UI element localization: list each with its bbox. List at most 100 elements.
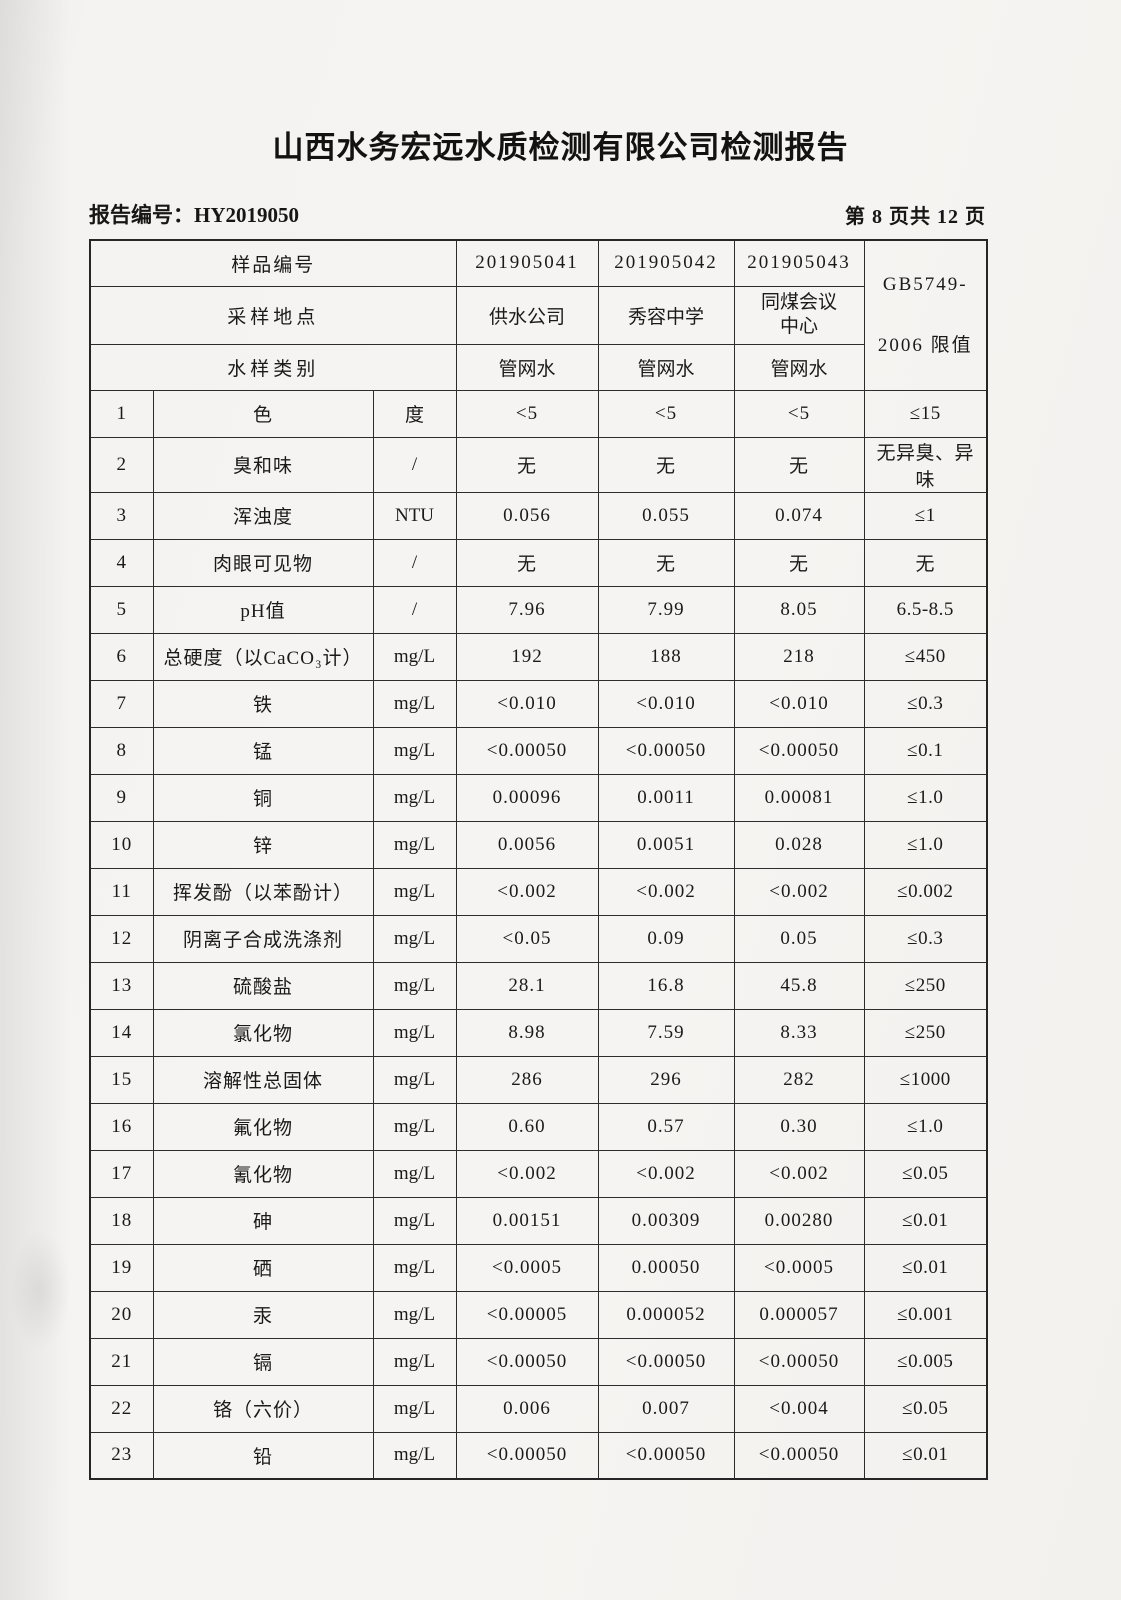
sample1-value: 0.00151 — [455, 1196, 599, 1245]
table-row: 21 镉 mg/L <0.00050 <0.00050 <0.00050 ≤0.… — [89, 1337, 988, 1386]
parameter-name: 阴离子合成洗涤剂 — [152, 914, 374, 963]
sample3-value: 无 — [733, 538, 865, 587]
limit-value: ≤0.002 — [863, 867, 988, 916]
row-index: 1 — [89, 389, 154, 438]
table-row: 6 总硬度（以CaCO₃计） mg/L 192 188 218 ≤450 — [89, 632, 988, 681]
limit-value: ≤0.005 — [863, 1337, 988, 1386]
limit-value: ≤0.01 — [863, 1243, 988, 1292]
parameter-unit: mg/L — [372, 1243, 457, 1292]
row-index: 5 — [89, 585, 154, 634]
parameter-unit: / — [372, 585, 457, 634]
sample1-value: 7.96 — [455, 585, 599, 634]
limit-value: 6.5-8.5 — [863, 585, 988, 634]
parameter-name: 镉 — [152, 1337, 374, 1386]
row-index: 14 — [89, 1008, 154, 1057]
parameter-name: 臭和味 — [152, 436, 374, 493]
parameter-name: 总硬度（以CaCO₃计） — [152, 632, 374, 681]
parameter-unit: mg/L — [372, 1196, 457, 1245]
limit-column-header: GB5749- 2006 限值 — [863, 239, 988, 391]
report-number: 报告编号：HY2019050 — [89, 203, 299, 227]
row-index: 2 — [89, 436, 154, 493]
sample1-value: <0.010 — [455, 679, 599, 728]
parameter-unit: / — [372, 538, 457, 587]
limit-value: ≤1000 — [863, 1055, 988, 1104]
sample2-value: 0.09 — [597, 914, 735, 963]
sample2-value: 7.59 — [597, 1008, 735, 1057]
header-row-location: 采样地点 供水公司 秀容中学 同煤会议中心 — [89, 285, 987, 345]
table-row: 5 pH值 / 7.96 7.99 8.05 6.5-8.5 — [89, 585, 988, 634]
sample3-value: 0.000057 — [733, 1290, 865, 1339]
sample3-value: <0.010 — [733, 679, 865, 728]
sample2-value: 0.007 — [597, 1384, 735, 1433]
sample3-value: 0.028 — [733, 820, 865, 869]
location-label: 采样地点 — [89, 285, 457, 345]
sample1-value: 0.0056 — [455, 820, 599, 869]
row-index: 13 — [89, 961, 154, 1010]
table-row: 3 浑浊度 NTU 0.056 0.055 0.074 ≤1 — [89, 491, 988, 540]
parameter-name: 铬（六价） — [152, 1384, 374, 1433]
sample3-value: <0.00050 — [733, 726, 865, 775]
sample3-value: 45.8 — [733, 961, 865, 1010]
table-row: 23 铅 mg/L <0.00050 <0.00050 <0.00050 ≤0.… — [89, 1431, 988, 1480]
table-row: 22 铬（六价） mg/L 0.006 0.007 <0.004 ≤0.05 — [89, 1384, 988, 1433]
table-row: 17 氰化物 mg/L <0.002 <0.002 <0.002 ≤0.05 — [89, 1149, 988, 1198]
limit-value: ≤0.05 — [863, 1384, 988, 1433]
limit-value: ≤1.0 — [863, 1102, 988, 1151]
sample2-value: 0.0051 — [597, 820, 735, 869]
sample1-value: <0.002 — [455, 1149, 599, 1198]
sample3-value: 0.074 — [733, 491, 865, 540]
page-title: 山西水务宏远水质检测有限公司检测报告 — [272, 130, 849, 165]
row-index: 12 — [89, 914, 154, 963]
sample2-value: <0.00050 — [597, 1431, 735, 1480]
sample2-value: <5 — [597, 389, 735, 438]
table-row: 8 锰 mg/L <0.00050 <0.00050 <0.00050 ≤0.1 — [89, 726, 988, 775]
parameter-name: 汞 — [152, 1290, 374, 1339]
parameter-name: 砷 — [152, 1196, 374, 1245]
parameter-name: 肉眼可见物 — [152, 538, 374, 587]
row-index: 10 — [89, 820, 154, 869]
limit-value: ≤0.01 — [863, 1196, 988, 1245]
limit-value: ≤1.0 — [863, 820, 988, 869]
row-index: 9 — [89, 773, 154, 822]
parameter-unit: mg/L — [372, 632, 457, 681]
table-row: 11 挥发酚（以苯酚计） mg/L <0.002 <0.002 <0.002 ≤… — [89, 867, 988, 916]
parameter-unit: mg/L — [372, 1290, 457, 1339]
limit-header-line1: GB5749- — [882, 273, 968, 295]
parameter-name: 铅 — [152, 1431, 374, 1480]
parameter-unit: mg/L — [372, 1337, 457, 1386]
sample1-value: <5 — [455, 389, 599, 438]
limit-value: 无 — [863, 538, 988, 587]
parameter-unit: / — [372, 436, 457, 493]
sample3-value: 无 — [733, 436, 865, 493]
sample1-value: <0.00005 — [455, 1290, 599, 1339]
row-index: 22 — [89, 1384, 154, 1433]
row-index: 23 — [89, 1431, 154, 1480]
parameter-name: 铜 — [152, 773, 374, 822]
parameter-name: 铁 — [152, 679, 374, 728]
limit-value: ≤15 — [863, 389, 988, 438]
sample1-value: 无 — [455, 538, 599, 587]
sample1-value: <0.00050 — [455, 1337, 599, 1386]
parameter-name: 锌 — [152, 820, 374, 869]
parameter-name: 色 — [152, 389, 374, 438]
sample2-value: 0.055 — [597, 491, 735, 540]
parameter-unit: mg/L — [372, 1055, 457, 1104]
sample2-value: <0.00050 — [597, 726, 735, 775]
limit-value: ≤250 — [863, 1008, 988, 1057]
sample1-value: <0.0005 — [455, 1243, 599, 1292]
sample1-location: 供水公司 — [455, 285, 599, 345]
parameter-unit: mg/L — [372, 726, 457, 775]
sample3-value: <5 — [733, 389, 865, 438]
parameter-name: 挥发酚（以苯酚计） — [152, 867, 374, 916]
parameter-unit: mg/L — [372, 773, 457, 822]
parameter-unit: mg/L — [372, 1431, 457, 1480]
limit-value: ≤0.3 — [863, 914, 988, 963]
row-index: 3 — [89, 491, 154, 540]
sample1-id: 201905041 — [455, 239, 599, 287]
report-meta: 报告编号：HY2019050 第 8 页共 12 页 — [89, 199, 986, 229]
table-row: 20 汞 mg/L <0.00005 0.000052 0.000057 ≤0.… — [89, 1290, 988, 1339]
sample1-value: <0.05 — [455, 914, 599, 963]
parameter-name: 硒 — [152, 1243, 374, 1292]
row-index: 20 — [89, 1290, 154, 1339]
parameter-name: 锰 — [152, 726, 374, 775]
